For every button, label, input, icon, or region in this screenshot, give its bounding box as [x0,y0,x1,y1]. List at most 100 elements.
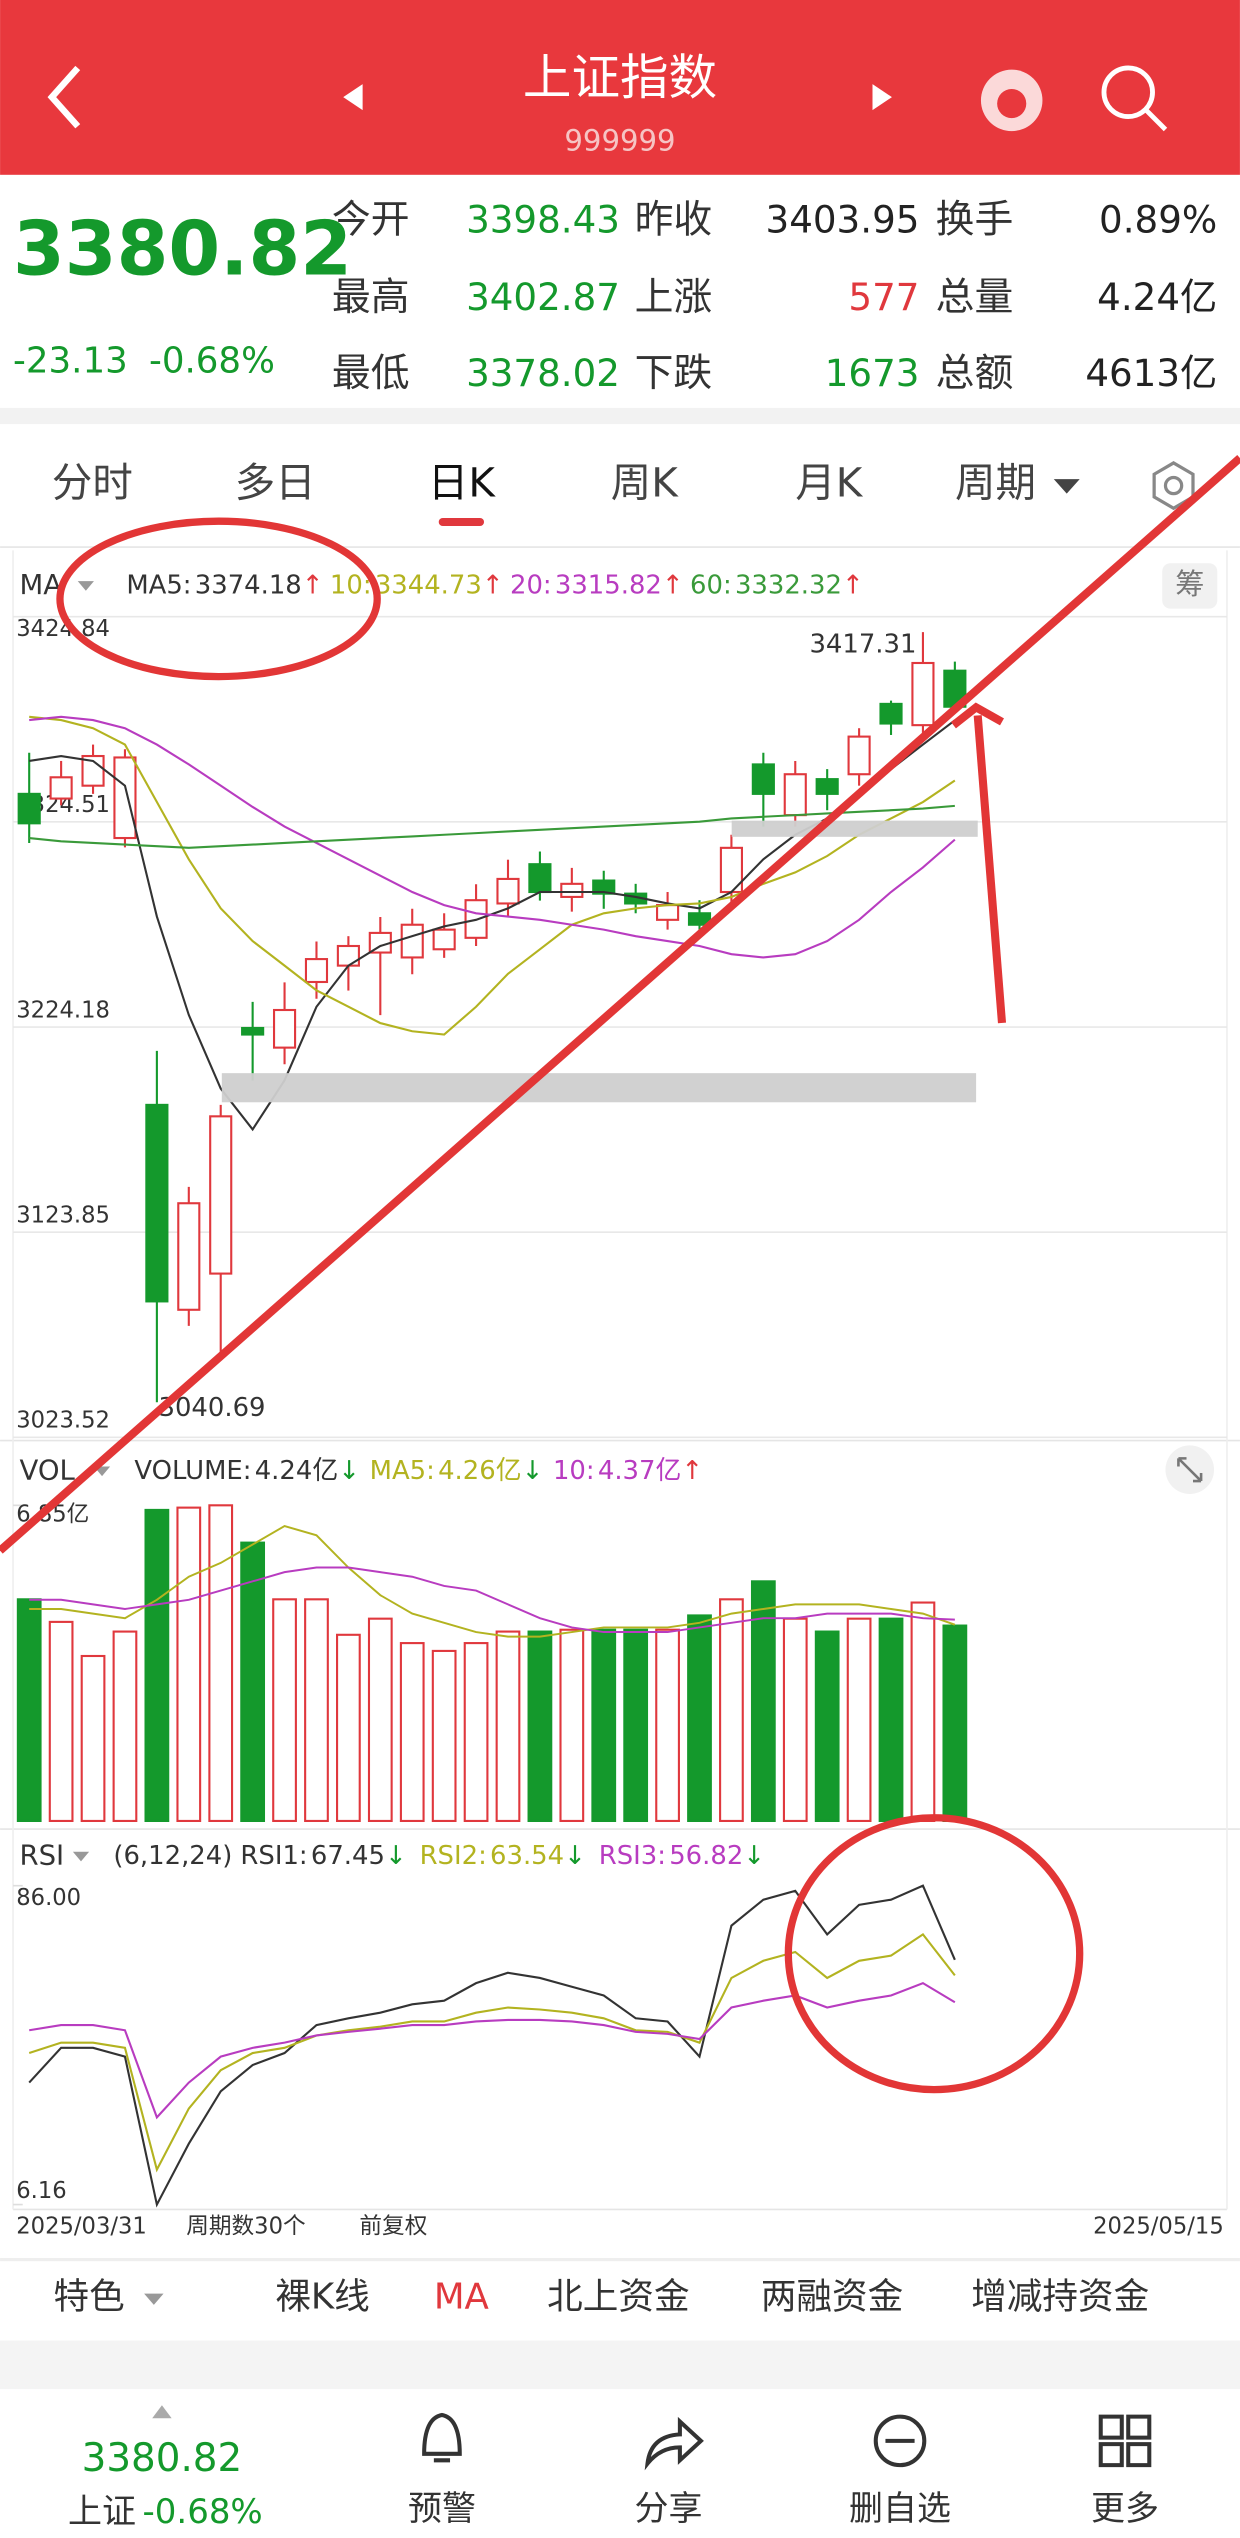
legend-name: MA5: [370,1456,435,1486]
legend-name: MA5: [126,570,191,600]
chip-button[interactable]: 筹 [1175,567,1204,601]
volume-bar [463,1642,489,1823]
volume-bar [240,1541,266,1823]
indicator-tab[interactable]: 两融资金 [761,2276,903,2317]
y-tick-label: 3023.52 [16,1408,110,1434]
candle-body [272,1008,297,1049]
stat-label: 换手 [936,197,1014,242]
candle-body [113,756,137,840]
stat-value: 1673 [825,351,920,395]
y-tick-label: 86.00 [16,1885,81,1911]
nav-item[interactable]: 分享 [635,2489,703,2529]
search-icon[interactable] [1101,65,1155,119]
prev-button[interactable] [343,84,363,111]
candle-body [336,944,360,967]
stat-value: 0.89% [1099,197,1217,241]
separator [0,2340,1240,2390]
y-tick-label: 6.16 [16,2178,66,2204]
dropdown-arrow [72,1851,90,1862]
candle-body [241,1026,265,1036]
nav-item[interactable]: 删自选 [849,2489,951,2529]
legend-value: 4.37亿 [598,1456,681,1486]
volume-bar [559,1628,585,1823]
legend-trend: ↑ [302,570,324,600]
settings-dot [1163,475,1184,496]
legend-value: 56.82 [669,1841,743,1871]
content: 上证指数 999999 3380.82 -23.13 -0.68% 今开 3398.43 昨收… [13,50,1227,2532]
high-label: 3417.31 [809,630,916,660]
y-tick-label: 3224.18 [16,997,110,1023]
share-icon[interactable] [644,2416,704,2471]
expand-arrow[interactable] [152,2405,172,2419]
volume-bar [399,1642,425,1823]
stat-value: 3403.95 [766,197,920,241]
stat-label: 最高 [332,275,410,320]
candle-body [496,877,520,905]
legend-value: 67.45 [311,1841,385,1871]
legend-value: 3315.82 [555,570,662,600]
stat-value: 4.24亿 [1097,275,1217,319]
legend-value: 3374.18 [195,570,302,600]
volume-bar [367,1617,393,1823]
axis-note: 周期数30个 [186,2214,305,2240]
tab[interactable]: 分时 [52,459,133,507]
expand-icon [1177,1457,1203,1483]
price-change-pct: -0.68% [149,341,275,382]
tab[interactable]: 多日 [235,459,316,507]
indicator-label: VOL [19,1454,75,1486]
title: 上证指数 [523,50,717,106]
tab[interactable]: 月K [795,459,863,507]
indicator-tab[interactable]: 特色 [53,2276,124,2317]
tab-underline [438,517,485,527]
legend-name: 10: [553,1456,595,1486]
axis-note: 前复权 [359,2214,427,2240]
candle-body [81,754,105,787]
bell-icon[interactable] [422,2412,462,2463]
volume-bar [719,1598,744,1823]
nav-item[interactable]: 更多 [1091,2489,1159,2529]
legend-name: VOLUME: [134,1456,251,1486]
indicator-tab[interactable]: 北上资金 [547,2276,689,2317]
candle-body [687,912,712,926]
back-button[interactable] [47,65,81,129]
last-price: 3380.82 [13,206,352,293]
candle-body [656,904,680,921]
volume-bar [336,1633,361,1823]
tab[interactable]: 周K [611,459,679,507]
stat-label: 上涨 [635,275,713,320]
nav-price: 3380.82 [82,2436,243,2481]
price-change: -23.13 [13,341,128,382]
candle-body [304,958,329,984]
legend-value: 3332.32 [735,570,842,600]
legend-name: 20: [510,570,552,600]
volume-bar [750,1580,776,1823]
remove-icon[interactable] [873,2414,927,2468]
indicator-tab[interactable]: 增减持资金 [971,2276,1149,2317]
indicator-tab[interactable]: 裸K线 [275,2276,370,2317]
candle-body [815,778,839,795]
candle-body [49,776,73,800]
nav-item[interactable]: 预警 [408,2489,476,2529]
legend-name: 10: [330,570,372,600]
next-button[interactable] [872,84,892,111]
tab[interactable]: 周期 [955,459,1036,507]
legend-value: 4.26亿 [438,1456,521,1486]
legend-value: 63.54 [490,1841,564,1871]
candle-body [209,1115,233,1275]
chip-button-bg[interactable] [1162,563,1218,609]
tab[interactable]: 日K [428,459,496,507]
volume-bar [272,1598,297,1823]
search-handle [1144,108,1168,132]
candle-body [783,773,807,817]
candle-body [847,735,871,776]
settings-icon[interactable] [1152,461,1195,511]
dropdown-arrow [1053,479,1080,494]
support-band [221,1073,977,1103]
indicator-params: (6,12,24) [113,1841,232,1871]
legend-name: 60: [690,570,732,600]
indicator-tab[interactable]: MA [434,2276,490,2317]
volume-bar [208,1504,234,1823]
more-icon[interactable] [1098,2414,1152,2468]
stat-value: 3378.02 [466,351,620,395]
